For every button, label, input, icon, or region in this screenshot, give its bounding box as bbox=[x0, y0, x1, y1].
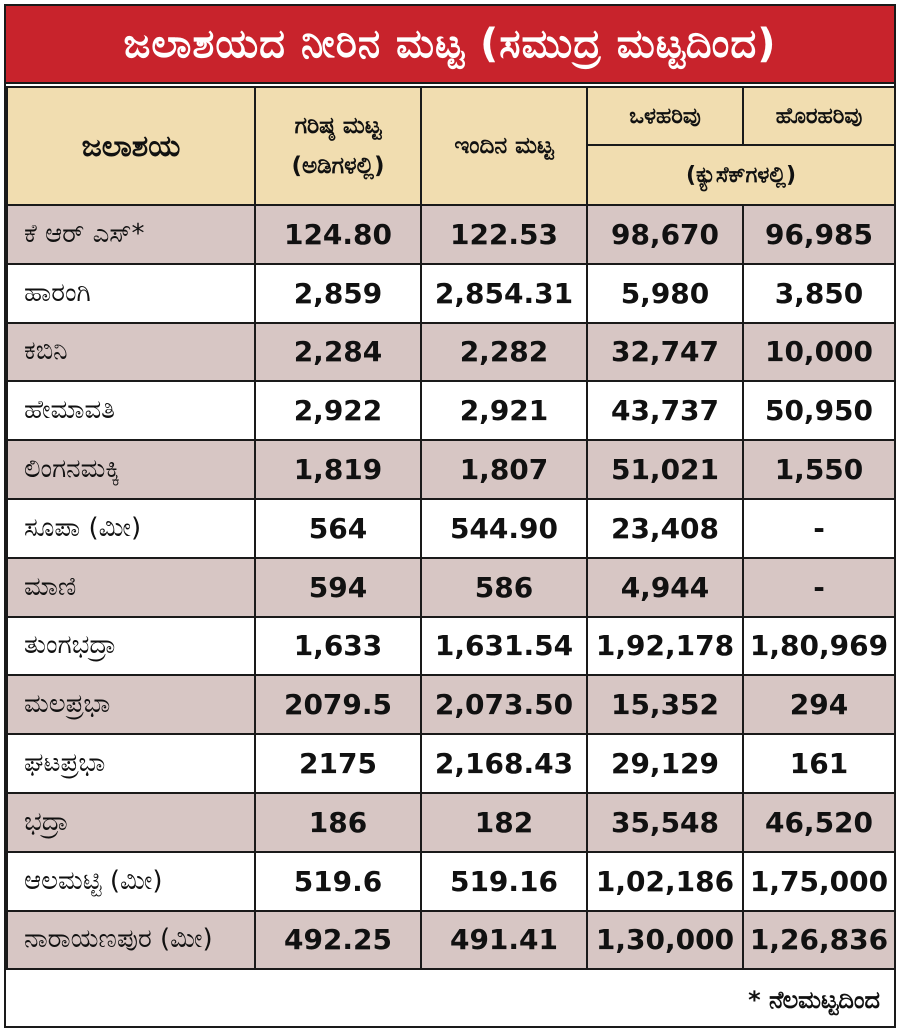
outflow-cell: - bbox=[743, 558, 895, 617]
reservoir-name: ಕೆ ಆರ್ ಎಸ್* bbox=[7, 205, 255, 264]
current-level-cell: 2,921 bbox=[421, 381, 587, 440]
reservoir-name: ಹೇಮಾವತಿ bbox=[7, 381, 255, 440]
reservoir-name: ತುಂಗಭದ್ರಾ bbox=[7, 617, 255, 676]
table-row: ಸೂಪಾ (ಮೀ) 564 544.90 23,408 - bbox=[7, 499, 895, 558]
table-row: ಕೆ ಆರ್ ಎಸ್* 124.80 122.53 98,670 96,985 bbox=[7, 205, 895, 264]
reservoir-name: ಕಬಿನಿ bbox=[7, 323, 255, 382]
table-title: ಜಲಾಶಯದ ನೀರಿನ ಮಟ್ಟ (ಸಮುದ್ರ ಮಟ್ಟದಿಂದ) bbox=[6, 6, 894, 84]
outflow-cell: 10,000 bbox=[743, 323, 895, 382]
table-row: ಭದ್ರಾ 186 182 35,548 46,520 bbox=[7, 793, 895, 852]
table-row: ಹೇಮಾವತಿ 2,922 2,921 43,737 50,950 bbox=[7, 381, 895, 440]
max-level-cell: 2,284 bbox=[255, 323, 421, 382]
reservoir-name: ಮಾಣಿ bbox=[7, 558, 255, 617]
current-level-cell: 2,168.43 bbox=[421, 734, 587, 793]
reservoir-name: ನಾರಾಯಣಪುರ (ಮೀ) bbox=[7, 911, 255, 970]
table-row: ನಾರಾಯಣಪುರ (ಮೀ) 492.25 491.41 1,30,000 1,… bbox=[7, 911, 895, 970]
inflow-cell: 29,129 bbox=[587, 734, 743, 793]
inflow-cell: 35,548 bbox=[587, 793, 743, 852]
reservoir-name: ಭದ್ರಾ bbox=[7, 793, 255, 852]
table-row: ಘಟಪ್ರಭಾ 2175 2,168.43 29,129 161 bbox=[7, 734, 895, 793]
reservoir-name: ಹಾರಂಗಿ bbox=[7, 264, 255, 323]
inflow-cell: 5,980 bbox=[587, 264, 743, 323]
inflow-cell: 32,747 bbox=[587, 323, 743, 382]
max-level-cell: 564 bbox=[255, 499, 421, 558]
max-level-cell: 186 bbox=[255, 793, 421, 852]
current-level-cell: 182 bbox=[421, 793, 587, 852]
table-row: ಆಲಮಟ್ಟಿ (ಮೀ) 519.6 519.16 1,02,186 1,75,… bbox=[7, 852, 895, 911]
current-level-cell: 491.41 bbox=[421, 911, 587, 970]
outflow-cell: 1,550 bbox=[743, 440, 895, 499]
outflow-cell: 1,75,000 bbox=[743, 852, 895, 911]
reservoir-name: ಮಲಪ್ರಭಾ bbox=[7, 675, 255, 734]
max-level-cell: 2,922 bbox=[255, 381, 421, 440]
reservoir-name: ಘಟಪ್ರಭಾ bbox=[7, 734, 255, 793]
header-max-level: ಗರಿಷ್ಠ ಮಟ್ಟ (ಅಡಿಗಳಲ್ಲಿ) bbox=[255, 87, 421, 205]
outflow-cell: 96,985 bbox=[743, 205, 895, 264]
data-table: ಜಲಾಶಯ ಗರಿಷ್ಠ ಮಟ್ಟ (ಅಡಿಗಳಲ್ಲಿ) ಇಂದಿನ ಮಟ್ಟ… bbox=[6, 86, 896, 970]
header-flow-unit: (ಕ್ಯುಸೆಕ್‌ಗಳಲ್ಲಿ) bbox=[587, 145, 895, 205]
outflow-cell: 46,520 bbox=[743, 793, 895, 852]
table-row: ಹಾರಂಗಿ 2,859 2,854.31 5,980 3,850 bbox=[7, 264, 895, 323]
reservoir-name: ಲಿಂಗನಮಕ್ಕಿ bbox=[7, 440, 255, 499]
reservoir-name: ಆಲಮಟ್ಟಿ (ಮೀ) bbox=[7, 852, 255, 911]
outflow-cell: 1,80,969 bbox=[743, 617, 895, 676]
reservoir-level-table: ಜಲಾಶಯದ ನೀರಿನ ಮಟ್ಟ (ಸಮುದ್ರ ಮಟ್ಟದಿಂದ) ಜಲಾಶ… bbox=[4, 4, 896, 1028]
outflow-cell: 1,26,836 bbox=[743, 911, 895, 970]
table-row: ಲಿಂಗನಮಕ್ಕಿ 1,819 1,807 51,021 1,550 bbox=[7, 440, 895, 499]
inflow-cell: 23,408 bbox=[587, 499, 743, 558]
current-level-cell: 2,282 bbox=[421, 323, 587, 382]
inflow-cell: 1,02,186 bbox=[587, 852, 743, 911]
header-inflow: ಒಳಹರಿವು bbox=[587, 87, 743, 145]
table-row: ಮಲಪ್ರಭಾ 2079.5 2,073.50 15,352 294 bbox=[7, 675, 895, 734]
header-current-level: ಇಂದಿನ ಮಟ್ಟ bbox=[421, 87, 587, 205]
inflow-cell: 1,92,178 bbox=[587, 617, 743, 676]
current-level-cell: 519.16 bbox=[421, 852, 587, 911]
current-level-cell: 586 bbox=[421, 558, 587, 617]
inflow-cell: 1,30,000 bbox=[587, 911, 743, 970]
current-level-cell: 1,807 bbox=[421, 440, 587, 499]
max-level-cell: 124.80 bbox=[255, 205, 421, 264]
header-reservoir: ಜಲಾಶಯ bbox=[7, 87, 255, 205]
table-row: ತುಂಗಭದ್ರಾ 1,633 1,631.54 1,92,178 1,80,9… bbox=[7, 617, 895, 676]
inflow-cell: 51,021 bbox=[587, 440, 743, 499]
current-level-cell: 2,073.50 bbox=[421, 675, 587, 734]
table-row: ಮಾಣಿ 594 586 4,944 - bbox=[7, 558, 895, 617]
outflow-cell: - bbox=[743, 499, 895, 558]
max-level-cell: 594 bbox=[255, 558, 421, 617]
outflow-cell: 294 bbox=[743, 675, 895, 734]
table-row: ಕಬಿನಿ 2,284 2,282 32,747 10,000 bbox=[7, 323, 895, 382]
inflow-cell: 15,352 bbox=[587, 675, 743, 734]
current-level-cell: 122.53 bbox=[421, 205, 587, 264]
outflow-cell: 161 bbox=[743, 734, 895, 793]
header-outflow: ಹೊರಹರಿವು bbox=[743, 87, 895, 145]
max-level-cell: 519.6 bbox=[255, 852, 421, 911]
reservoir-name: ಸೂಪಾ (ಮೀ) bbox=[7, 499, 255, 558]
current-level-cell: 544.90 bbox=[421, 499, 587, 558]
max-level-cell: 1,633 bbox=[255, 617, 421, 676]
outflow-cell: 50,950 bbox=[743, 381, 895, 440]
max-level-cell: 492.25 bbox=[255, 911, 421, 970]
max-level-cell: 1,819 bbox=[255, 440, 421, 499]
inflow-cell: 4,944 bbox=[587, 558, 743, 617]
max-level-cell: 2,859 bbox=[255, 264, 421, 323]
inflow-cell: 43,737 bbox=[587, 381, 743, 440]
footnote: * ನೆಲಮಟ್ಟದಿಂದ bbox=[6, 973, 894, 1026]
current-level-cell: 1,631.54 bbox=[421, 617, 587, 676]
max-level-cell: 2175 bbox=[255, 734, 421, 793]
max-level-cell: 2079.5 bbox=[255, 675, 421, 734]
inflow-cell: 98,670 bbox=[587, 205, 743, 264]
current-level-cell: 2,854.31 bbox=[421, 264, 587, 323]
outflow-cell: 3,850 bbox=[743, 264, 895, 323]
